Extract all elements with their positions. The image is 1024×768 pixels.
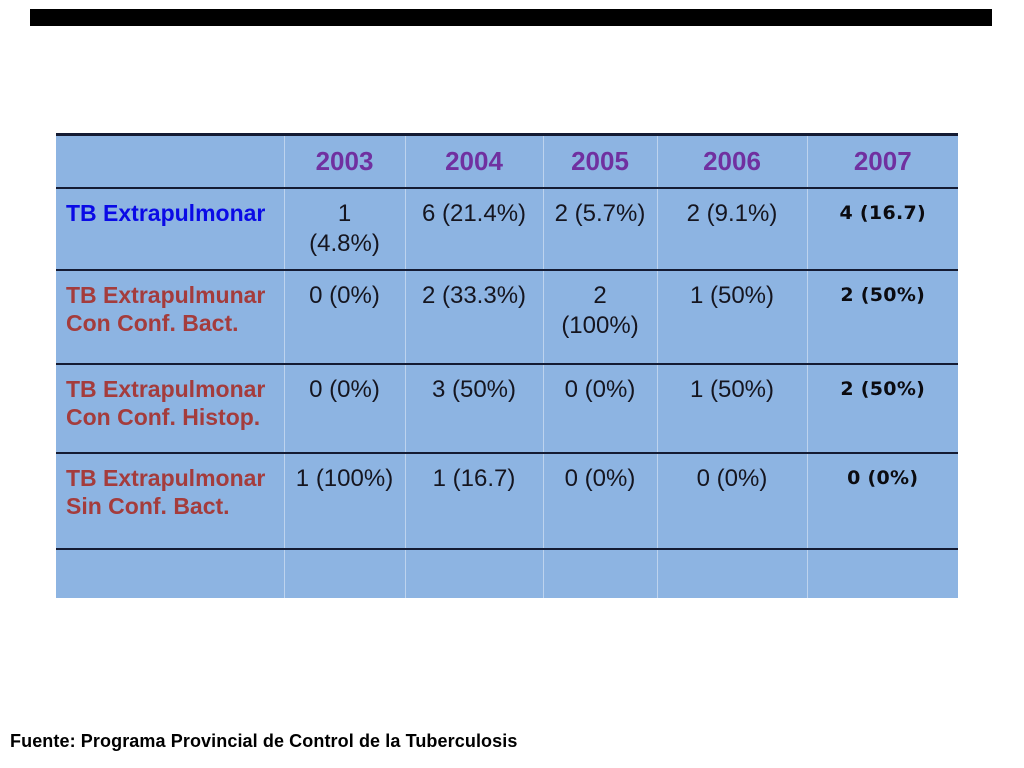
cell-2006: 0 (0%) (656, 452, 807, 550)
table-row-tb-extrapulmonar: TB Extrapulmonar 1 (4.8%) 6 (21.4%) 2 (5… (56, 187, 958, 271)
cell-2004: 1 (16.7) (404, 452, 543, 550)
cell-2003: 1 (100%) (283, 452, 405, 550)
row-label: TB Extrapulmonar (56, 187, 284, 271)
cell-2005: 0 (0%) (542, 452, 657, 550)
empty-cell (56, 549, 284, 598)
empty-cell (283, 548, 405, 598)
cell-2003: 0 (0%) (283, 363, 405, 454)
cell-2006: 1 (50%) (656, 269, 807, 365)
source-note: Fuente: Programa Provincial de Control d… (10, 731, 518, 751)
cell-2007: 2 (50%) (806, 269, 958, 365)
table-row-con-conf-histop: TB Extrapulmonar Con Conf. Histop. 0 (0%… (56, 363, 958, 454)
row-label: TB Extrapulmonar Con Conf. Histop. (56, 363, 284, 454)
cell-2007: 4 (16.7) (806, 187, 958, 271)
header-year-2004: 2004 (404, 134, 543, 189)
cell-2006: 1 (50%) (656, 363, 807, 454)
header-year-2006: 2006 (656, 134, 807, 189)
table-header-row: 2003 2004 2005 2006 2007 (56, 134, 958, 189)
empty-cell (542, 548, 657, 598)
cell-2004: 3 (50%) (404, 363, 543, 454)
empty-cell (806, 548, 958, 598)
cell-2007: 2 (50%) (806, 363, 958, 454)
cell-2003: 0 (0%) (283, 269, 405, 365)
table-empty-row (56, 548, 958, 598)
cell-2004: 6 (21.4%) (404, 187, 543, 271)
empty-cell (656, 548, 807, 598)
header-year-2007: 2007 (806, 134, 958, 189)
cell-2007: 0 (0%) (806, 452, 958, 550)
header-empty-cell (56, 134, 284, 189)
cell-2005: 0 (0%) (542, 363, 657, 454)
empty-cell (404, 548, 543, 598)
row-label: TB Extrapulmunar Con Conf. Bact. (56, 269, 284, 365)
row-label: TB Extrapulmonar Sin Conf. Bact. (56, 452, 284, 550)
top-decoration-bar (30, 9, 992, 26)
tb-extrapulmonar-table: 2003 2004 2005 2006 2007 TB Extrapulmona… (56, 133, 958, 598)
cell-2003: 1 (4.8%) (283, 187, 405, 271)
cell-2006: 2 (9.1%) (656, 187, 807, 271)
cell-2005: 2 (100%) (542, 269, 657, 365)
cell-2004: 2 (33.3%) (404, 269, 543, 365)
cell-2005: 2 (5.7%) (542, 187, 657, 271)
header-year-2003: 2003 (283, 134, 405, 189)
header-year-2005: 2005 (542, 134, 657, 189)
table-row-sin-conf-bact: TB Extrapulmonar Sin Conf. Bact. 1 (100%… (56, 452, 958, 550)
table-row-con-conf-bact: TB Extrapulmunar Con Conf. Bact. 0 (0%) … (56, 269, 958, 365)
